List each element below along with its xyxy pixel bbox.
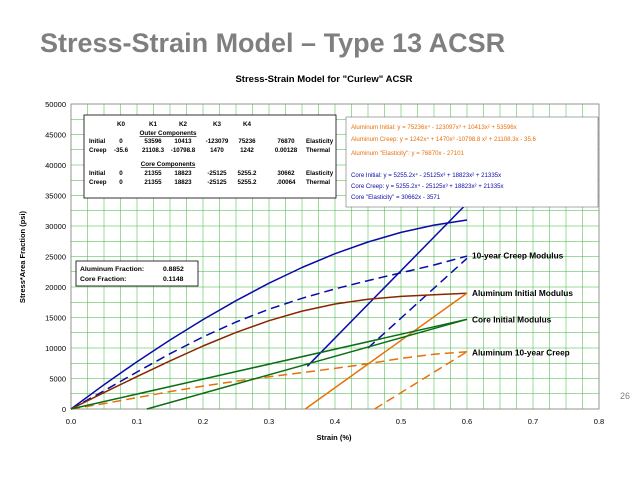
table-cell: 5255.2 (238, 179, 257, 186)
x-tick-label: 0.1 (132, 417, 142, 426)
series-line (306, 202, 468, 367)
series-label: Aluminum Initial Modulus (472, 288, 573, 298)
x-tick-label: 0.7 (528, 417, 538, 426)
table-cell: .00064 (277, 179, 296, 186)
table-cell: 53596 (144, 138, 162, 145)
x-tick-label: 0.0 (66, 417, 76, 426)
x-tick-label: 0.3 (264, 417, 274, 426)
x-tick-label: 0.6 (462, 417, 472, 426)
core-components-title: Core Components (141, 161, 196, 168)
axes: 0.0 0.1 0.2 0.3 0.4 0.5 0.6 0.7 0.8 0 5000 10000 150… (45, 100, 604, 426)
table-cell: Creep (89, 147, 107, 154)
core-fraction-value: 0.1148 (163, 276, 184, 283)
series-label: Aluminum 10-year Creep (472, 347, 570, 357)
table-cell: 10413 (174, 138, 192, 145)
equation-core-initial: Core Initial: y = 5255.2x⁴ - 25125x³ + 1… (351, 172, 501, 179)
y-tick-label: 30000 (45, 222, 66, 231)
y-tick-label: 20000 (45, 283, 66, 292)
core-rows: Initial 0 21355 18823 -25125 5255.2 30662 Elast… (89, 170, 334, 186)
table-cell: Thermal (306, 147, 330, 154)
series-line (304, 292, 468, 410)
aluminum-fraction-label: Aluminum Fraction: (80, 266, 144, 273)
table-cell: Initial (89, 138, 105, 145)
plot-frame (70, 103, 600, 410)
y-axis-label: Stress*Area Fraction (psi) (18, 210, 27, 303)
table-cell: 0 (119, 179, 123, 186)
table-cell: 1470 (210, 147, 224, 154)
table-cell: 18823 (174, 170, 192, 177)
table-cell: 21108.3 (142, 147, 165, 154)
y-tick-label: 15000 (45, 314, 66, 323)
x-tick-label: 0.4 (330, 417, 340, 426)
table-cell: 18823 (174, 179, 192, 186)
table-cell: 0 (119, 138, 123, 145)
series-line (70, 219, 468, 410)
x-tick-label: 0.8 (594, 417, 604, 426)
equation-core-creep: Core Creep: y = 5255.2x⁴ - 25125x³ + 188… (351, 183, 504, 190)
table-cell: -25125 (207, 170, 227, 177)
x-tick-label: 0.5 (396, 417, 406, 426)
y-tick-label: 35000 (45, 192, 66, 201)
table-cell: -10798.8 (171, 147, 196, 154)
series-lines (70, 202, 468, 410)
chart-title: Stress-Strain Model for "Curlew" ACSR (235, 74, 412, 85)
table-cell: 75236 (238, 138, 256, 145)
outer-components-title: Outer Components (139, 130, 197, 137)
series-line (374, 351, 468, 410)
equation-aluminum-elasticity: Aluminum "Elasticity": y = 76870x - 2710… (351, 150, 464, 157)
page-number: 26 (620, 391, 631, 401)
y-tick-label: 0 (62, 405, 66, 414)
y-tick-label: 25000 (45, 253, 66, 262)
core-fraction-label: Core Fraction: (80, 276, 126, 283)
outer-rows: Initial 0 53596 10413 -123079 75236 76870 Elast… (89, 138, 334, 154)
series-line (367, 257, 468, 349)
x-axis-label: Strain (%) (316, 433, 352, 442)
series-line (70, 318, 468, 410)
series-line (146, 318, 468, 410)
table-cell: Initial (89, 170, 105, 177)
fractions-box: Aluminum Fraction: 0.8852 Core Fraction:… (75, 260, 199, 287)
series-line (70, 292, 468, 410)
table-header-k3: K3 (213, 121, 222, 128)
equation-aluminum-initial: Aluminum Initial: y = 75236x⁴ - 123097x³… (351, 124, 517, 131)
table-cell: Thermal (306, 179, 330, 186)
series-line (70, 350, 468, 410)
y-tick-label: 45000 (45, 131, 66, 140)
equation-box: Aluminum Initial: y = 75236x⁴ - 123097x³… (345, 116, 599, 208)
table-cell: 5255.2 (238, 170, 257, 177)
table-header-k1: K1 (149, 121, 158, 128)
table-cell: 21355 (144, 179, 162, 186)
table-cell: Elasticity (306, 138, 334, 145)
table-cell: -25125 (207, 179, 227, 186)
series-label: 10-year Creep Modulus (472, 250, 564, 260)
y-tick-label: 40000 (45, 161, 66, 170)
table-header-k2: K2 (179, 121, 188, 128)
series-label: Core Initial Modulus (472, 314, 552, 324)
y-tick-label: 50000 (45, 100, 66, 109)
table-cell: -123079 (206, 138, 229, 145)
table-cell: 76870 (277, 138, 295, 145)
table-cell: 0.00128 (275, 147, 298, 154)
table-header-k4: K4 (243, 121, 252, 128)
y-tick-label: 10000 (45, 344, 66, 353)
table-cell: 1242 (240, 147, 254, 154)
slide-title: Stress-Strain Model – Type 13 ACSR (40, 28, 506, 58)
y-tick-label: 5000 (49, 375, 66, 384)
table-cell: 30662 (277, 170, 295, 177)
equation-core-elasticity: Core "Elasticity" = 30662x - 3571 (351, 194, 441, 201)
x-tick-label: 0.2 (198, 417, 208, 426)
table-cell: 0 (119, 170, 123, 177)
series-right-labels: Initial Modulus10-year Creep ModulusAlum… (472, 198, 573, 357)
table-cell: 21355 (144, 170, 162, 177)
aluminum-fraction-value: 0.8852 (163, 266, 184, 273)
components-table: K0 K1 K2 K3 K4 Outer Components Initial 0… (83, 114, 337, 199)
table-cell: -35.6 (114, 147, 129, 154)
series-line (70, 255, 468, 410)
table-header-k0: K0 (117, 121, 126, 128)
equation-aluminum-creep: Aluminum Creep: y = 1242x⁴ + 1470x³ -107… (351, 136, 537, 143)
table-cell: Elasticity (306, 170, 334, 177)
table-cell: Creep (89, 179, 107, 186)
